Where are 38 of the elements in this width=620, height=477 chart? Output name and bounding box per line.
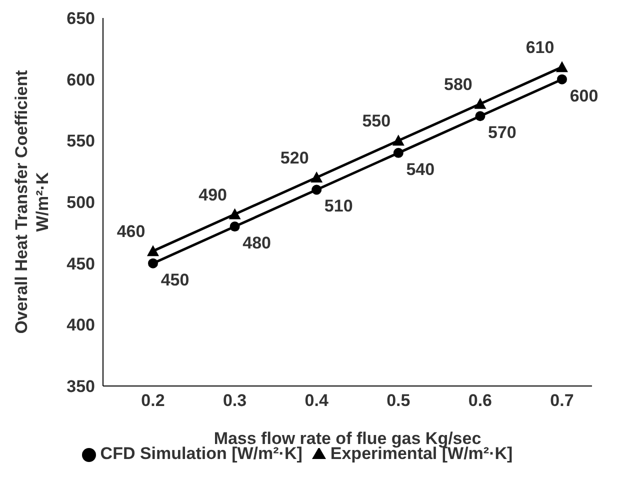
- point: [230, 222, 240, 232]
- data-label: 570: [488, 123, 516, 142]
- point: [148, 258, 158, 268]
- point: [310, 171, 323, 182]
- y-axis-title: Overall Heat Transfer Coefficient W/m²·K: [12, 70, 52, 334]
- y-tick-label: 550: [66, 132, 95, 151]
- data-label: 490: [198, 185, 227, 204]
- point: [228, 208, 241, 220]
- point: [474, 98, 486, 109]
- y-tick-label: 350: [66, 377, 95, 396]
- data-label: 460: [116, 222, 146, 242]
- y-tick-label: 600: [66, 70, 95, 90]
- x-tick-label: 0.4: [304, 391, 329, 410]
- data-label: 610: [526, 38, 554, 58]
- point: [556, 61, 568, 72]
- x-tick-label: 0.6: [468, 391, 492, 410]
- y-tick-label: 650: [66, 9, 95, 28]
- point: [147, 245, 159, 256]
- x-tick-label: 0.5: [386, 391, 410, 410]
- data-label: 520: [280, 148, 309, 168]
- point: [312, 184, 322, 195]
- y-tick-label: 400: [66, 316, 95, 335]
- point: [557, 74, 567, 84]
- data-label: 540: [406, 160, 435, 179]
- data-label: 450: [160, 270, 190, 290]
- data-label: 480: [242, 234, 271, 253]
- data-label: 600: [570, 86, 598, 106]
- data-label: 550: [362, 112, 391, 131]
- point: [393, 148, 404, 158]
- point: [392, 134, 404, 146]
- data-label: 580: [444, 74, 472, 94]
- y-tick-label: 500: [66, 193, 95, 212]
- point: [475, 111, 486, 122]
- x-tick-label: 0.7: [550, 391, 574, 410]
- x-tick-label: 0.2: [141, 391, 165, 410]
- data-label: 510: [324, 196, 353, 216]
- y-tick-label: 450: [66, 254, 95, 274]
- x-tick-label: 0.3: [222, 391, 247, 410]
